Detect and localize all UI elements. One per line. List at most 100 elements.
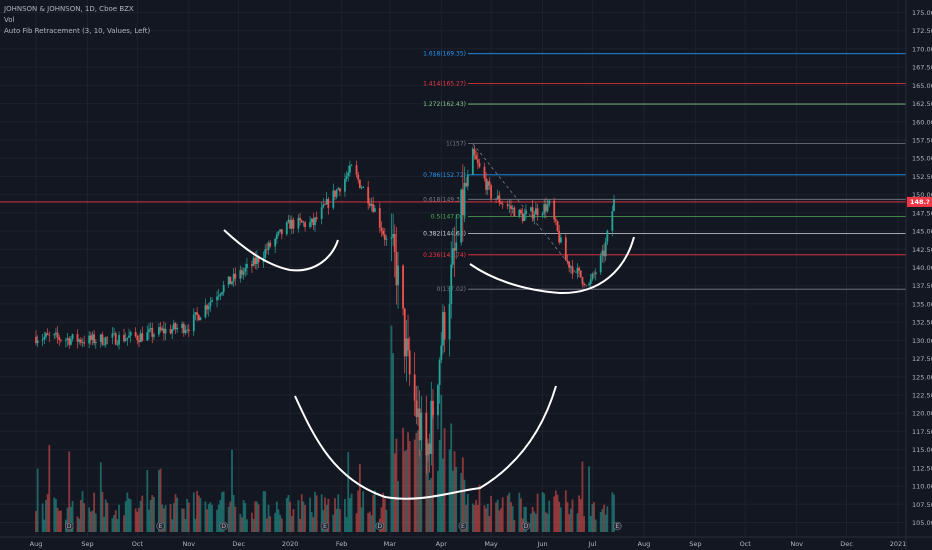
y-tick-label: 175.00: [912, 9, 932, 17]
volume-bar: [186, 499, 189, 532]
volume-bar: [325, 504, 328, 532]
volume-bar: [300, 494, 303, 532]
candle-body: [255, 257, 258, 265]
candle-body: [56, 332, 59, 338]
volume-bar: [246, 519, 248, 532]
volume-bar: [611, 492, 614, 532]
candle-body: [289, 219, 292, 229]
x-tick-label: Sep: [689, 540, 701, 548]
volume-bar: [68, 451, 71, 532]
candle-body: [432, 400, 434, 416]
candle-body: [392, 233, 394, 238]
volume-bar: [124, 501, 127, 532]
volume-bar: [310, 512, 313, 532]
candle-body: [579, 270, 582, 278]
candle-body: [93, 334, 96, 344]
candle-body: [471, 148, 474, 175]
volume-bar: [242, 500, 245, 532]
volume-bar: [463, 479, 466, 532]
event-marker[interactable]: [320, 521, 330, 531]
volume-bar: [430, 477, 433, 532]
volume-bar: [579, 499, 582, 532]
event-marker[interactable]: [64, 521, 74, 531]
volume-bar: [345, 517, 348, 532]
volume-bar: [89, 511, 92, 532]
candle-body: [126, 337, 129, 340]
candle-body: [498, 195, 501, 203]
candle-body: [425, 412, 428, 456]
volume-bar: [349, 498, 351, 532]
volume-bar: [297, 500, 300, 532]
candle-body: [279, 229, 282, 232]
event-marker-label: D: [67, 523, 72, 530]
volume-bar: [476, 505, 479, 532]
event-marker[interactable]: [156, 521, 165, 531]
candle-body: [68, 338, 71, 345]
volume-bar: [576, 513, 579, 532]
volume-bar: [231, 449, 233, 532]
candle-body: [362, 186, 365, 188]
candle-body: [546, 204, 549, 212]
volume-bar: [91, 510, 94, 532]
head-curve: [294, 385, 557, 500]
volume-bar: [589, 515, 592, 532]
volume-bar: [603, 504, 605, 532]
candle-body: [385, 238, 388, 240]
candle-body: [488, 181, 491, 186]
candle-body: [257, 257, 260, 263]
event-marker[interactable]: [521, 521, 531, 531]
candle-body: [204, 305, 207, 318]
candle-body: [53, 334, 56, 336]
volume-bar: [578, 495, 581, 532]
event-marker[interactable]: [219, 521, 228, 531]
volume-bar: [35, 511, 37, 532]
candle-body: [460, 189, 463, 243]
volume-bar: [264, 491, 267, 532]
volume-bar: [531, 506, 534, 532]
volume-bar: [187, 502, 190, 532]
volume-bar: [451, 470, 454, 532]
volume-bar: [141, 495, 144, 532]
candle-body: [483, 166, 486, 179]
volume-bar: [254, 501, 257, 532]
volume-bar: [324, 497, 326, 532]
volume-bar: [176, 497, 179, 532]
candle-body: [407, 338, 409, 351]
y-tick-label: 147.50: [912, 209, 932, 217]
volume-bar: [126, 492, 129, 532]
candle-body: [134, 332, 137, 336]
volume-bar: [334, 498, 336, 532]
y-tick-label: 120.00: [912, 410, 932, 418]
candle-body: [335, 189, 338, 197]
volume-bar: [43, 519, 46, 532]
candle-body: [508, 205, 511, 207]
candle-body: [277, 231, 280, 235]
candle-body: [138, 340, 140, 343]
candle-body: [451, 248, 454, 265]
candle-body: [114, 333, 117, 345]
candle-body: [501, 203, 504, 205]
candle-body: [314, 217, 316, 225]
volume-bar: [395, 438, 398, 532]
event-marker[interactable]: [458, 521, 468, 531]
event-marker[interactable]: [613, 521, 622, 531]
candle-body: [299, 217, 301, 221]
candle-body: [88, 335, 91, 344]
candle-body: [559, 237, 562, 243]
candlestick-series: [35, 145, 615, 475]
candle-body: [234, 273, 237, 279]
fib-level-label: 0.382(144.65): [423, 231, 466, 238]
volume-bar: [136, 511, 139, 532]
chart-legend: JOHNSON & JOHNSON, 1D, Cboe BZX Vol Auto…: [4, 4, 150, 37]
candle-body: [229, 276, 232, 285]
volume-bar: [114, 510, 117, 532]
event-marker[interactable]: [375, 521, 385, 531]
volume-bar: [543, 493, 546, 532]
candle-body: [89, 335, 92, 340]
volume-bar: [192, 492, 195, 532]
volume-bar: [161, 504, 164, 532]
candle-body: [287, 219, 290, 223]
candle-body: [309, 222, 311, 227]
candle-body: [591, 273, 594, 280]
